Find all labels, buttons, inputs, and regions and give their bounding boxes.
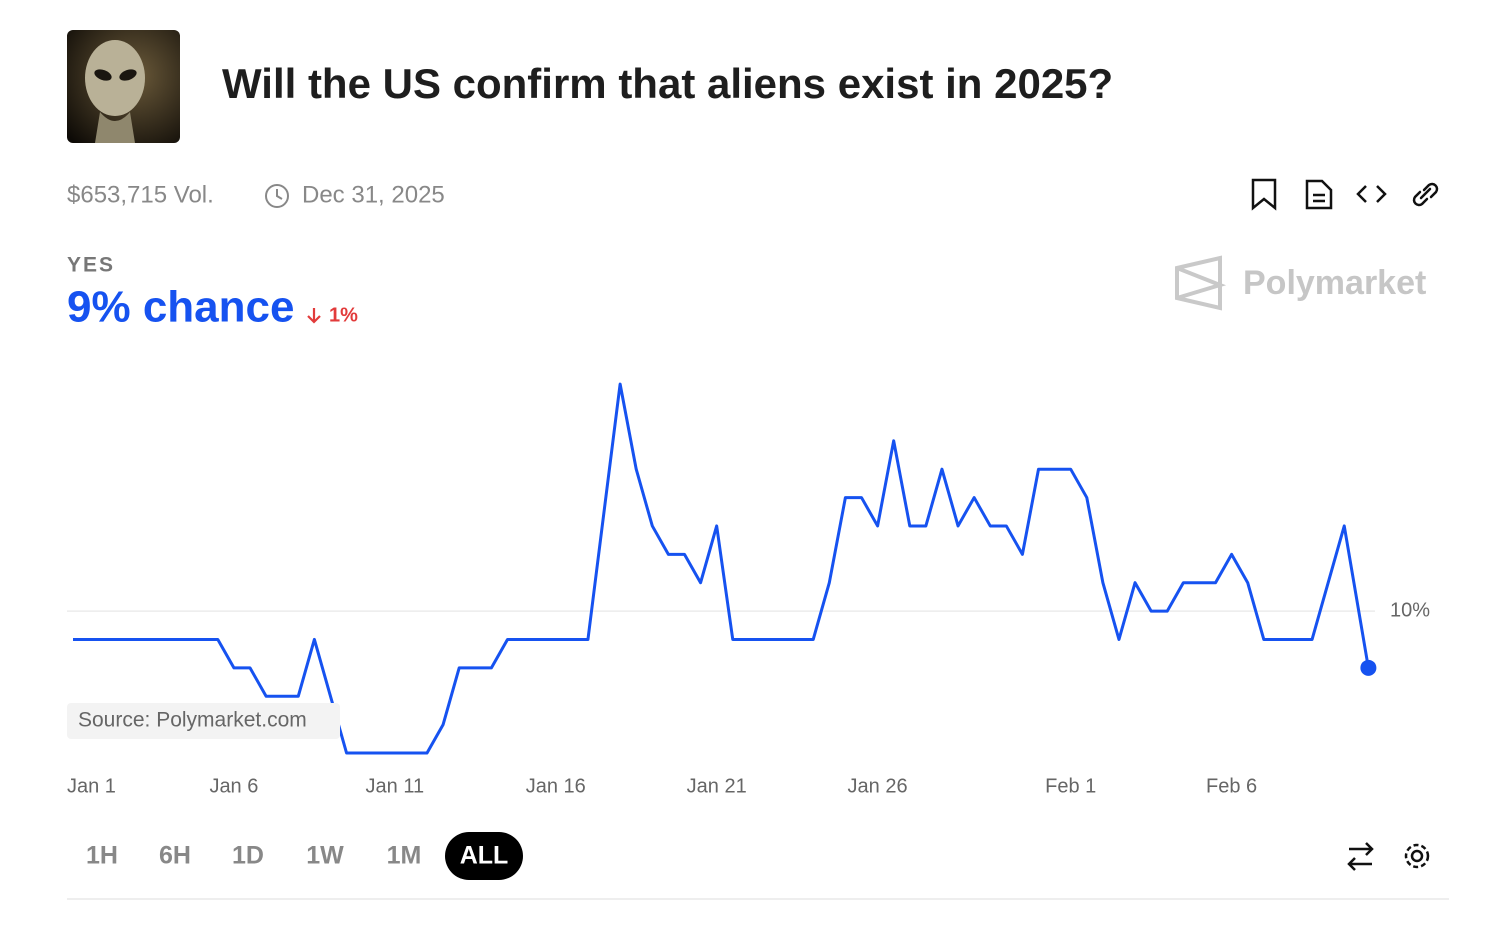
range-pill[interactable] (445, 832, 523, 880)
y-tick-label: 10% (1390, 599, 1430, 621)
current-point (1360, 659, 1377, 676)
settings-button[interactable] (1404, 843, 1430, 869)
x-tick-label: Jan 1 (67, 775, 116, 797)
source-label: Source: Polymarket.com (78, 709, 307, 732)
range-button[interactable]: 1W (306, 842, 344, 870)
x-tick-label: Feb 6 (1206, 775, 1257, 797)
x-tick-label: Jan 21 (687, 775, 747, 797)
source-box (67, 703, 340, 739)
bookmark-button[interactable] (1251, 178, 1277, 211)
link-button[interactable] (1412, 182, 1439, 207)
embed-button[interactable] (1356, 185, 1387, 203)
swap-button[interactable] (1347, 842, 1374, 871)
x-tick-label: Jan 16 (526, 775, 586, 797)
outcome-chance: 9% chance (67, 283, 294, 332)
outcome-label: YES (67, 254, 115, 277)
range-button[interactable]: 1H (86, 842, 118, 870)
range-button[interactable]: 1D (232, 842, 264, 870)
outcome-change: 1% (329, 304, 358, 326)
range-button[interactable]: 1M (387, 842, 422, 870)
end-date: Dec 31, 2025 (302, 181, 445, 208)
x-tick-label: Jan 26 (848, 775, 908, 797)
x-tick-label: Jan 6 (209, 775, 258, 797)
clock-icon (265, 184, 289, 208)
market-image (67, 30, 180, 143)
x-tick-label: Feb 1 (1045, 775, 1096, 797)
x-tick-label: Jan 11 (366, 775, 425, 797)
range-button[interactable]: 6H (159, 842, 191, 870)
volume: $653,715 Vol. (67, 181, 214, 208)
price-line (73, 382, 1370, 755)
range-button[interactable]: ALL (460, 842, 509, 870)
watermark: Polymarket (1243, 264, 1426, 302)
polymarket-logo (1175, 255, 1227, 311)
down-arrow (307, 308, 321, 324)
document-button[interactable] (1305, 179, 1333, 210)
market-title: Will the US confirm that aliens exist in… (222, 60, 1113, 107)
